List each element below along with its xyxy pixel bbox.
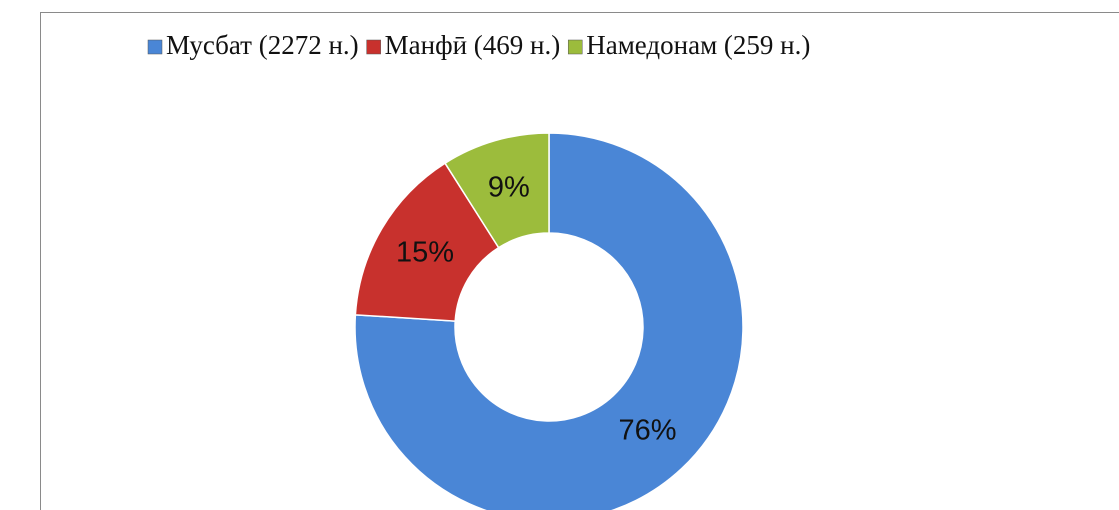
legend-swatch xyxy=(567,39,583,55)
data-label: 9% xyxy=(488,171,530,203)
donut-slice xyxy=(444,132,550,249)
legend-label: Мусбат (2272 н.) xyxy=(166,30,359,60)
donut-slice xyxy=(354,162,500,322)
legend-swatch xyxy=(366,39,381,55)
data-label: 76% xyxy=(619,415,677,447)
data-label: 15% xyxy=(396,236,454,268)
legend-swatch xyxy=(147,39,163,55)
donut-slice xyxy=(354,132,744,510)
legend-label: Манфӣ (469 н.) xyxy=(385,30,561,60)
legend-label: Намедонам (259 н.) xyxy=(586,30,810,60)
